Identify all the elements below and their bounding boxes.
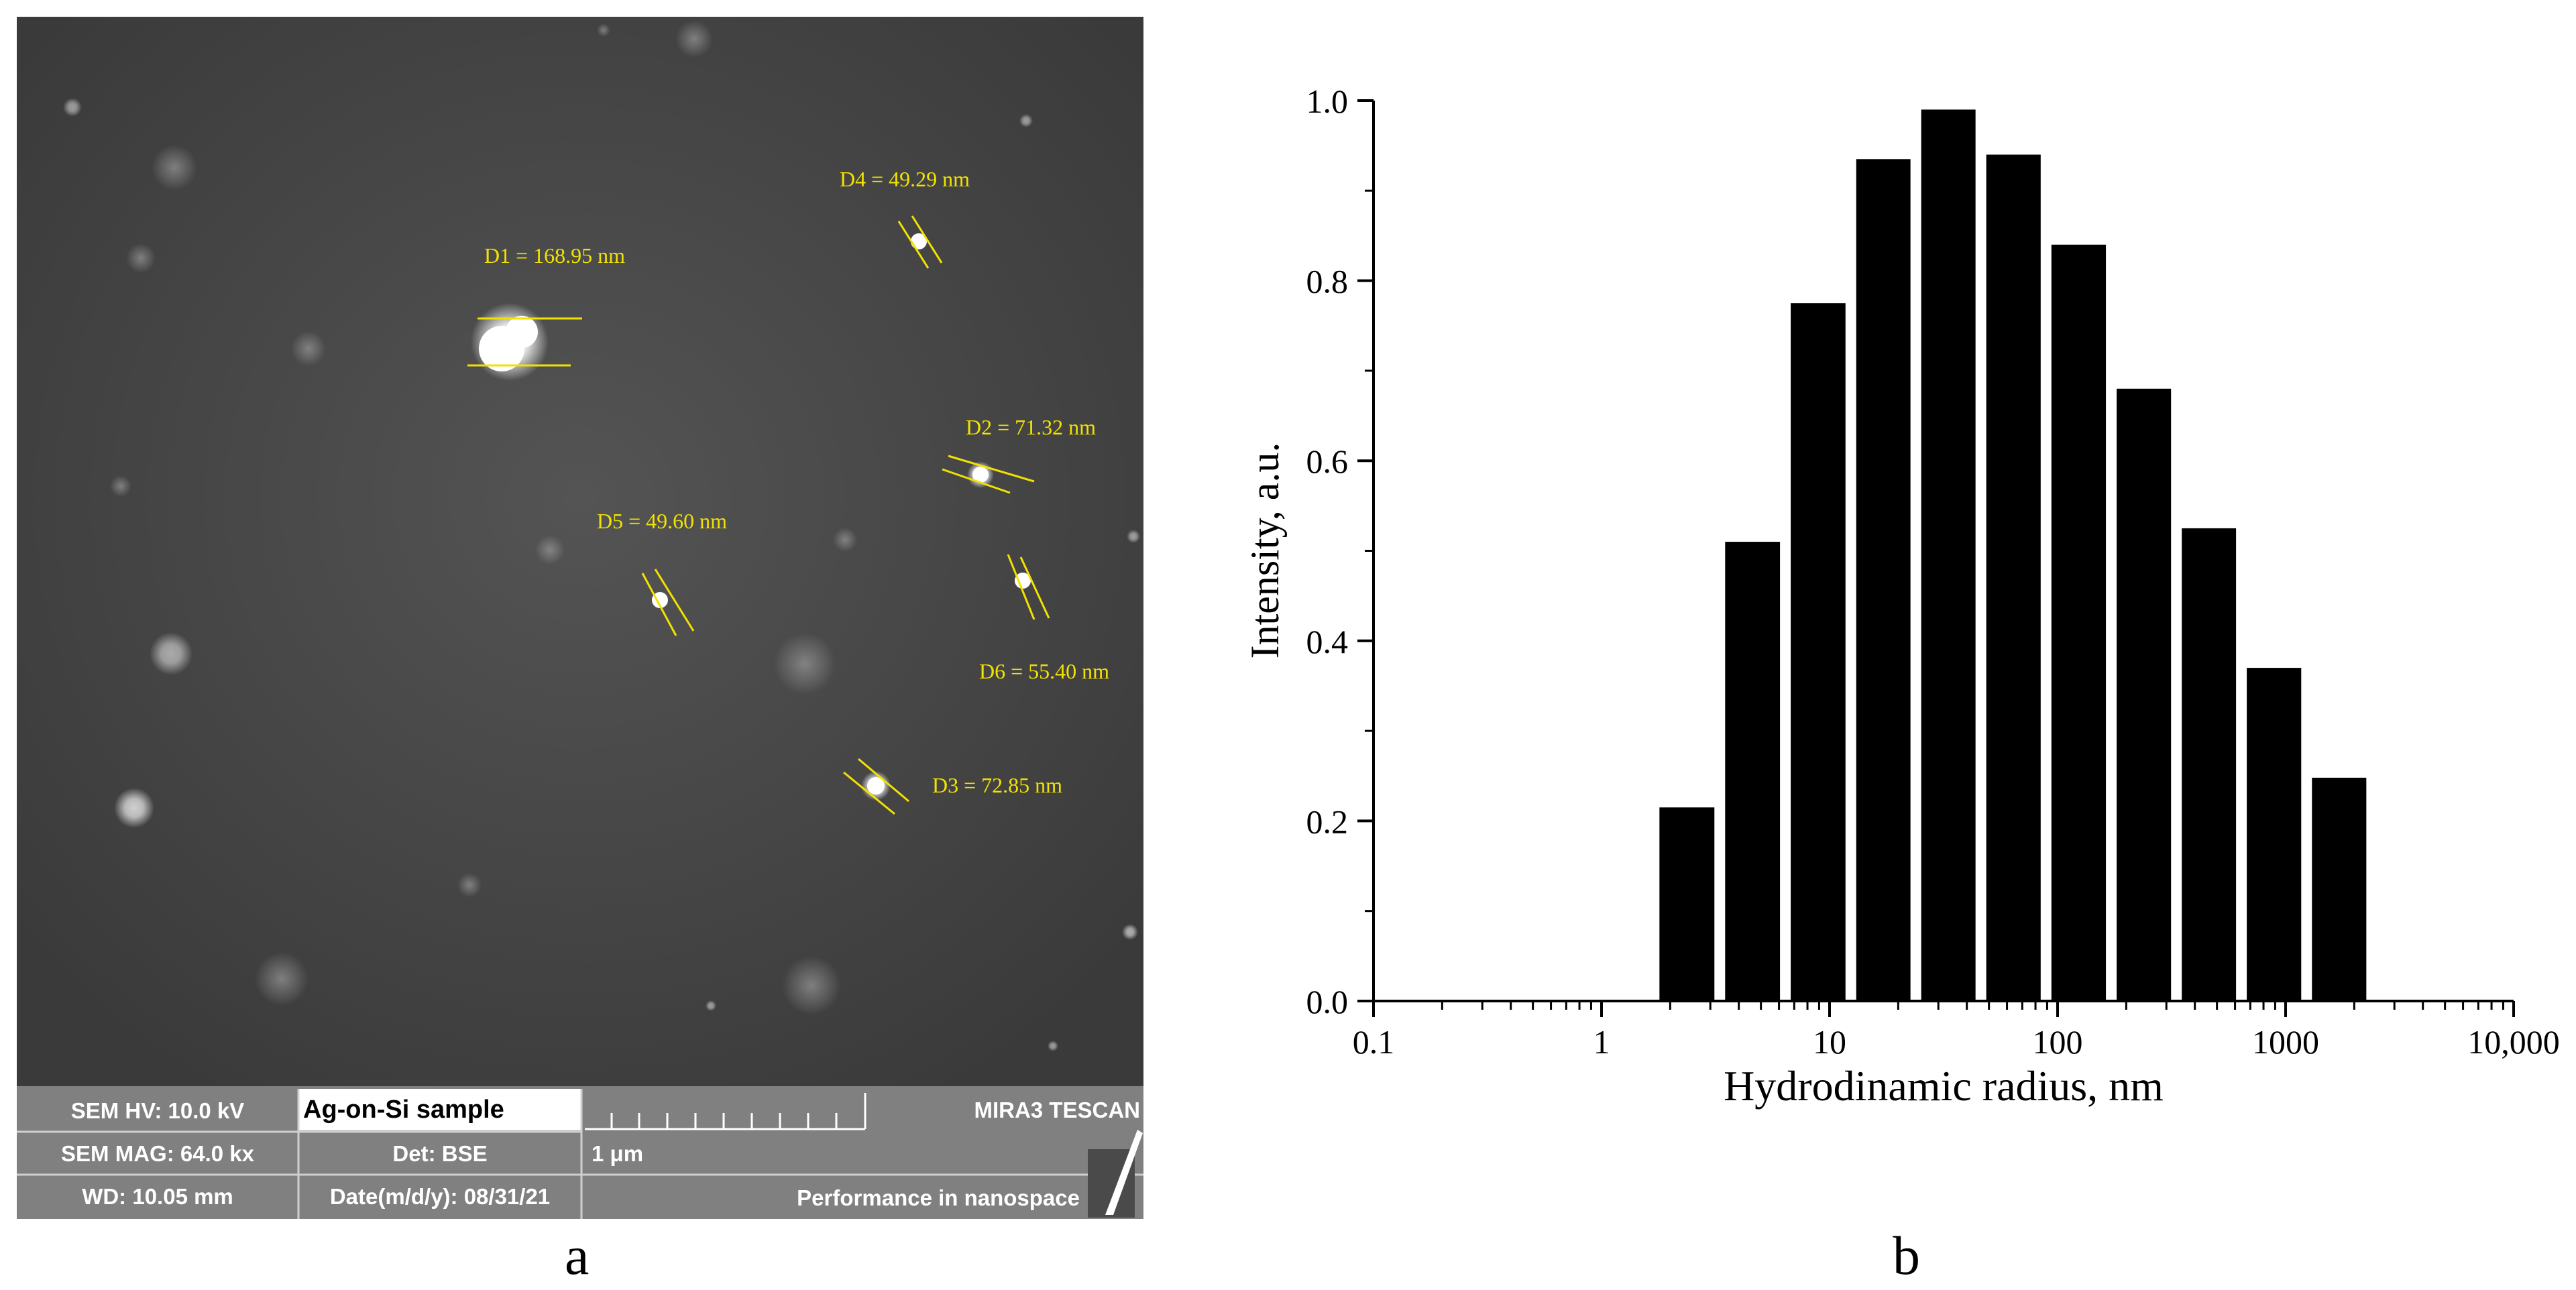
y-tick-label: 0.8 [1306,263,1349,300]
y-axis-title: Intensity, a.u. [1243,443,1287,659]
info-sample: Ag-on-Si sample [303,1096,504,1124]
histogram-bar [2051,244,2107,1001]
tescan-logo [1088,1130,1143,1218]
histogram-bar [2312,777,2367,1001]
y-tick-label: 0.2 [1306,803,1349,840]
y-tick-label: 0.6 [1306,443,1349,480]
histogram-bar [1921,109,1976,1002]
histogram-bar [1986,154,2041,1002]
x-tick-label: 0.1 [1353,1023,1395,1061]
y-tick-label: 1.0 [1306,82,1349,120]
annotation-d5: D5 = 49.60 nm [597,509,727,533]
info-slogan: Performance in nanospace [797,1185,1080,1210]
x-axis-title: Hydrodinamic radius, nm [1724,1062,2164,1110]
info-mag: SEM MAG: 64.0 kx [61,1141,255,1166]
histogram-bar [2247,668,2302,1001]
x-tick-label: 1000 [2252,1023,2319,1061]
info-scale: 1 μm [592,1141,643,1166]
histogram-bar [2117,388,2172,1001]
panel-letter-b: b [1893,1225,1920,1286]
x-tick-label: 10,000 [2467,1023,2560,1061]
histogram-bar [2182,528,2237,1001]
sem-image [17,17,1143,1086]
histogram-bar [1659,807,1715,1001]
sem-particles [471,233,1031,801]
histogram-bar [1856,159,1911,1001]
info-instrument: MIRA3 TESCAN [974,1098,1140,1122]
info-det: Det: BSE [392,1141,487,1166]
sem-measure-lines [467,215,1050,815]
sem-background-specks [63,20,1140,1051]
scale-bar [585,1093,866,1130]
x-tick-label: 100 [2033,1023,2083,1061]
histogram-bar [1725,542,1781,1001]
histogram-bar [1791,303,1846,1001]
annotation-d6: D6 = 55.40 nm [979,659,1109,683]
info-date: Date(m/d/y): 08/31/21 [330,1184,550,1209]
info-hv: SEM HV: 10.0 kV [71,1098,245,1123]
x-tick-label: 1 [1593,1023,1610,1061]
y-tick-label: 0.4 [1306,623,1349,660]
sem-info-bar: SEM HV: 10.0 kV Ag-on-Si sample MIRA3 TE… [17,1086,1143,1219]
x-tick-label: 10 [1813,1023,1846,1061]
annotation-d1: D1 = 168.95 nm [484,243,625,268]
info-wd: WD: 10.05 mm [82,1184,233,1209]
y-tick-label: 0.0 [1306,983,1349,1020]
annotation-d2: D2 = 71.32 nm [966,415,1096,439]
panel-letter-a: a [565,1225,590,1286]
annotation-d3: D3 = 72.85 nm [932,773,1062,797]
annotation-d4: D4 = 49.29 nm [840,167,970,191]
